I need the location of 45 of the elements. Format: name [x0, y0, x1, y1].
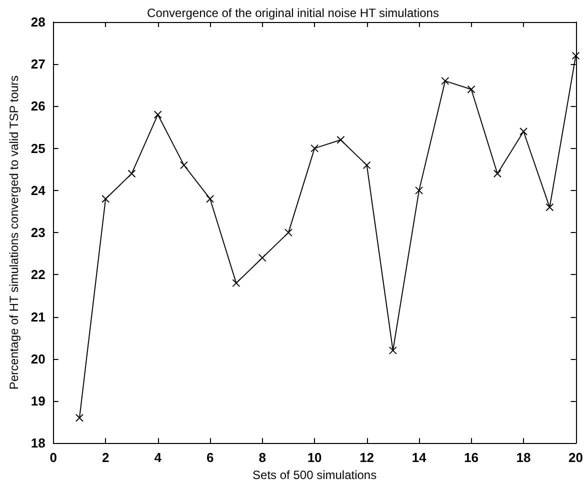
point	[128, 170, 136, 178]
point	[154, 110, 162, 119]
point	[102, 194, 110, 203]
point	[415, 186, 424, 194]
point	[546, 203, 554, 212]
x-axis-title: Sets of 500 simulations	[252, 468, 377, 482]
y-tick-label: 20	[30, 351, 46, 366]
y-tick-label: 21	[30, 309, 46, 324]
x-tick-label: 12	[360, 450, 374, 466]
x-tick-label: 0	[50, 450, 57, 466]
point	[232, 279, 240, 288]
point	[284, 228, 292, 237]
point	[388, 346, 397, 354]
chart-title: Convergence of the original initial noise HT simulations	[147, 6, 439, 20]
point	[180, 161, 188, 170]
x-tick-label: 10	[307, 450, 322, 466]
point	[441, 76, 450, 85]
point	[572, 52, 580, 60]
y-tick-label: 25	[30, 140, 46, 156]
point	[493, 170, 502, 178]
y-tick-label: 19	[30, 393, 46, 408]
x-tick-label: 8	[258, 450, 266, 466]
y-tick-label: 22	[30, 267, 46, 282]
x-tick-label: 18	[516, 450, 531, 466]
y-tick-label: 18	[30, 436, 46, 451]
point	[310, 144, 319, 152]
x-tick-label: 20	[568, 450, 584, 466]
x-tick-label: 16	[464, 450, 479, 466]
point	[75, 414, 84, 422]
point	[206, 194, 214, 203]
point	[520, 127, 528, 136]
x-tick-label: 14	[412, 450, 428, 466]
x-tick-label: 2	[102, 450, 110, 466]
y-tick-label: 27	[30, 56, 46, 72]
y-axis-title: Percentage of HT simulations converged to valid TSP tours	[7, 75, 21, 390]
point	[362, 161, 371, 170]
point	[258, 254, 266, 262]
x-tick-label: 4	[154, 450, 162, 466]
y-tick-label: 28	[30, 14, 46, 30]
y-tick-label: 23	[30, 225, 46, 240]
y-tick-label: 26	[30, 98, 46, 114]
y-tick-label: 24	[30, 182, 46, 198]
point	[336, 136, 345, 144]
point	[467, 85, 476, 94]
x-tick-label: 6	[206, 450, 214, 466]
